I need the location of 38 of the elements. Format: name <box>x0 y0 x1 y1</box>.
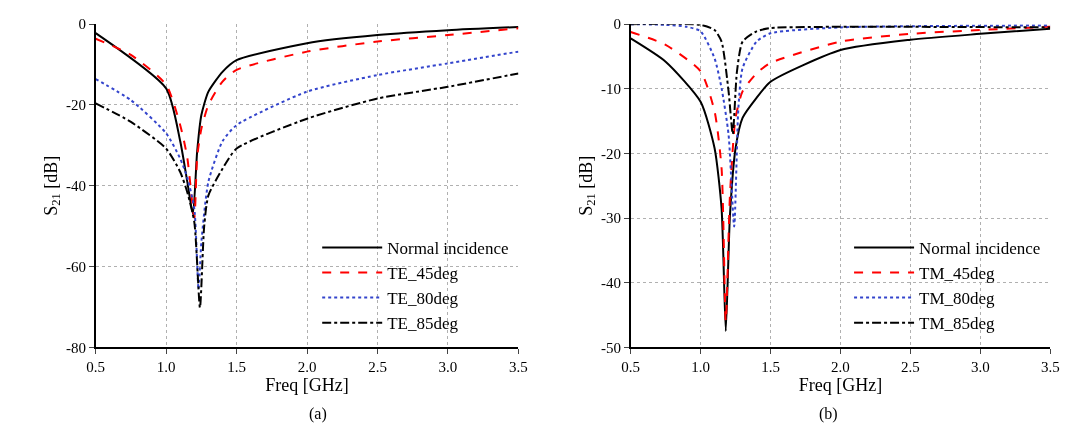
x-tick-label: 2.0 <box>297 359 317 376</box>
x-tick-label: 3.5 <box>509 359 528 376</box>
y-tick-label: -10 <box>600 81 621 98</box>
text: (a) <box>309 405 327 423</box>
y-tick-label: -80 <box>65 339 86 356</box>
y-tick-label: 0 <box>78 16 86 33</box>
x-tick-label: 2.5 <box>901 359 920 376</box>
y-tick-label: -40 <box>600 274 621 291</box>
x-axis-title: Freq [GHz] <box>798 375 883 396</box>
x-axis-title: Freq [GHz] <box>265 375 349 396</box>
legend-label: TM_45deg <box>919 264 996 284</box>
x-tick-label: 2.0 <box>831 359 850 376</box>
legend-label: TE_85deg <box>387 314 459 334</box>
legend-label: TM_85deg <box>919 314 996 334</box>
legend-label: TM_80deg <box>919 289 996 309</box>
x-tick-label: 2.5 <box>368 359 387 376</box>
legend-label: Normal incidence <box>919 239 1041 259</box>
x-tick-label: 1.5 <box>761 359 780 376</box>
x-tick-label: 3.0 <box>438 359 458 376</box>
x-tick-label: 1.0 <box>156 359 176 376</box>
x-tick-label: 3.5 <box>1040 359 1060 376</box>
x-tick-label: 3.0 <box>970 359 990 376</box>
y-tick-label: -50 <box>600 339 621 356</box>
y-tick-label: -20 <box>600 145 621 162</box>
x-tick-label: 1.0 <box>691 359 710 376</box>
y-tick-label: -40 <box>65 177 86 194</box>
x-tick-label: 1.5 <box>227 359 246 376</box>
text: (b) <box>819 405 838 423</box>
legend-label: Normal incidence <box>387 239 509 259</box>
y-tick-label: 0 <box>613 16 621 33</box>
y-tick-label: -60 <box>65 258 86 275</box>
line-series <box>95 50 519 291</box>
y-tick-label: -20 <box>65 97 86 114</box>
legend-label: TE_45deg <box>387 264 459 284</box>
x-tick-label: 0.5 <box>86 359 106 376</box>
y-tick-label: -30 <box>600 210 621 227</box>
legend-label: TE_80deg <box>387 289 459 309</box>
x-tick-label: 0.5 <box>621 359 641 376</box>
